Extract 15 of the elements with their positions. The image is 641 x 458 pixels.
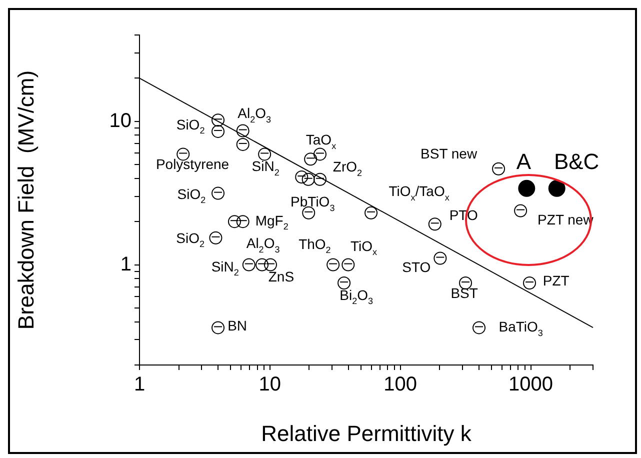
x-axis-title: Relative Permittivity k [261,420,472,446]
annotation: BST [450,284,478,301]
y-axis-title: Breakdown Field (MV/cm) [13,70,38,330]
x-tick-label: 100 [384,374,418,396]
x-tick-label: 10 [258,374,282,396]
x-tick-label: 1 [134,374,146,396]
annotation: STO [402,259,431,276]
annotation: PZT [542,272,570,289]
annotation: Polystyrene [156,156,230,172]
annotation: BST new [420,145,478,162]
x-tick-label: 1000 [508,374,554,396]
annotation: B&C [554,149,600,174]
annotation: ZnS [268,268,294,285]
annotation: BN [228,317,248,334]
annotation: A [516,149,532,174]
